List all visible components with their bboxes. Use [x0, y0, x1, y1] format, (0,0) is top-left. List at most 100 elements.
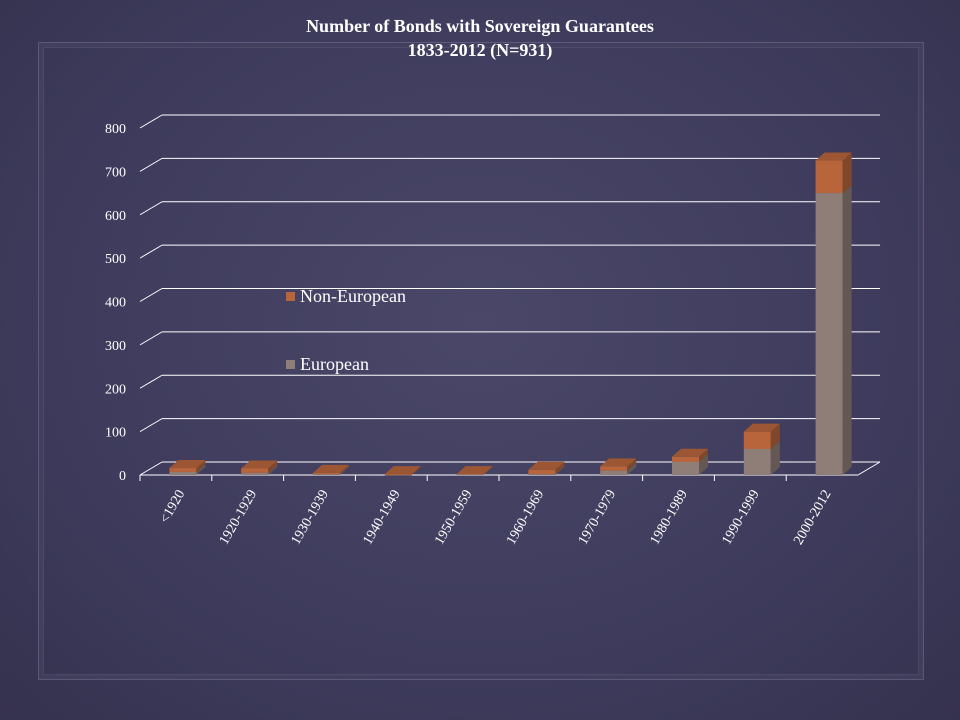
- bar-european-5: [528, 466, 565, 475]
- bar-side: [842, 185, 852, 475]
- bar-side: [627, 462, 637, 475]
- bar-front: [815, 193, 843, 475]
- y-tick-label: 800: [105, 122, 126, 137]
- bar-side: [699, 453, 708, 475]
- bar-non-european-2: [313, 464, 349, 475]
- legend-label: Non-European: [300, 286, 406, 306]
- y-tick-label: 100: [105, 426, 126, 441]
- bar-non-european-1: [241, 460, 278, 473]
- gridline-depth: [139, 288, 163, 302]
- bar-front: [600, 470, 628, 475]
- bar-non-european-9: [815, 152, 852, 194]
- bar-front: [743, 448, 771, 475]
- gridline-depth: [139, 418, 163, 433]
- x-tick-label: 1990-1999: [719, 488, 762, 548]
- y-tick-label: 300: [105, 339, 126, 354]
- bar-european-3: [384, 467, 421, 476]
- bar-side: [196, 463, 206, 475]
- bar-front: [600, 466, 628, 471]
- bar-front: [384, 475, 412, 476]
- bar-non-european-8: [743, 423, 780, 449]
- bar-side: [555, 461, 565, 475]
- bar-front: [313, 474, 340, 475]
- gridline-depth: [139, 114, 163, 129]
- bar-european-2: [313, 466, 349, 475]
- bar-european-6: [600, 462, 637, 475]
- y-tick-label: 0: [119, 469, 126, 484]
- chart-title: Number of Bonds with Sovereign Guarantee…: [306, 16, 654, 36]
- bar-side: [627, 458, 637, 471]
- bar-side: [411, 466, 421, 475]
- bar-top: [528, 461, 565, 470]
- bar-top: [815, 152, 852, 161]
- bar-non-european-4: [456, 466, 493, 475]
- bar-side: [770, 440, 780, 475]
- bar-top: [384, 466, 421, 475]
- legend: Non-European European: [286, 286, 406, 374]
- bar-front: [528, 474, 556, 475]
- gridline-depth: [139, 201, 163, 216]
- bar-non-european-0: [169, 460, 206, 472]
- bar-non-european-3: [384, 466, 421, 475]
- bar-front: [456, 474, 484, 476]
- bar-side: [699, 448, 708, 462]
- bar-front: [241, 468, 269, 473]
- x-tick-label: 1980-1989: [648, 488, 691, 548]
- bar-front: [169, 468, 197, 472]
- gridline-depth: [139, 461, 163, 476]
- bar-front: [313, 472, 340, 475]
- bar-european-9: [815, 185, 852, 475]
- gridline-depth: [139, 331, 163, 346]
- gridline-depth: [139, 244, 163, 259]
- y-tick-label: 600: [105, 209, 126, 224]
- bar-side: [483, 466, 493, 475]
- bar-side: [196, 460, 206, 472]
- gridline-depth: [139, 157, 163, 172]
- x-tick-label: 1960-1969: [504, 488, 547, 548]
- bar-front: [743, 431, 771, 449]
- bar-side: [340, 466, 349, 475]
- axes: 0 100 200 300 400 500 600 700 800 <1920 1920-1929 1…: [105, 122, 881, 548]
- x-tick-label: 1930-1939: [289, 488, 332, 548]
- bar-european-0: [169, 463, 206, 475]
- x-tick-label: 1920-1929: [217, 488, 260, 548]
- bar-front: [672, 456, 699, 462]
- x-tick-label: <1920: [157, 488, 188, 527]
- legend-swatch: [286, 292, 295, 301]
- bar-front: [169, 471, 197, 475]
- chart-subtitle: 1833-2012 (N=931): [407, 40, 553, 60]
- x-axis-depth: [857, 461, 881, 476]
- bar-top: [600, 458, 637, 467]
- bar-side: [268, 464, 278, 475]
- bar-top: [743, 423, 780, 432]
- bar-top: [241, 460, 278, 469]
- bar-front: [456, 474, 484, 475]
- bar-side: [483, 466, 493, 475]
- x-tick-label: 1950-1959: [432, 487, 475, 547]
- bar-european-4: [456, 466, 493, 476]
- bar-side: [842, 152, 852, 194]
- bar-european-7: [672, 453, 708, 475]
- x-tick-label: 1940-1949: [360, 488, 403, 548]
- legend-swatch: [286, 360, 295, 369]
- bars: [169, 152, 852, 476]
- y-tick-label: 700: [105, 165, 126, 180]
- bar-non-european-7: [672, 448, 708, 462]
- bar-non-european-5: [528, 461, 565, 475]
- legend-label: European: [300, 354, 369, 374]
- bar-top: [169, 460, 206, 469]
- bar-top: [456, 466, 493, 475]
- bar-top: [313, 464, 349, 473]
- bar-side: [555, 466, 565, 475]
- bar-front: [815, 160, 843, 194]
- x-tick-label: 1970-1979: [576, 488, 619, 548]
- y-tick-label: 500: [105, 252, 126, 267]
- bar-top: [672, 448, 708, 457]
- bar-front: [241, 472, 269, 475]
- bar-side: [770, 423, 780, 449]
- bar-european-8: [743, 440, 780, 475]
- bar-front: [672, 461, 699, 475]
- x-tick-label: 2000-2012: [791, 488, 834, 548]
